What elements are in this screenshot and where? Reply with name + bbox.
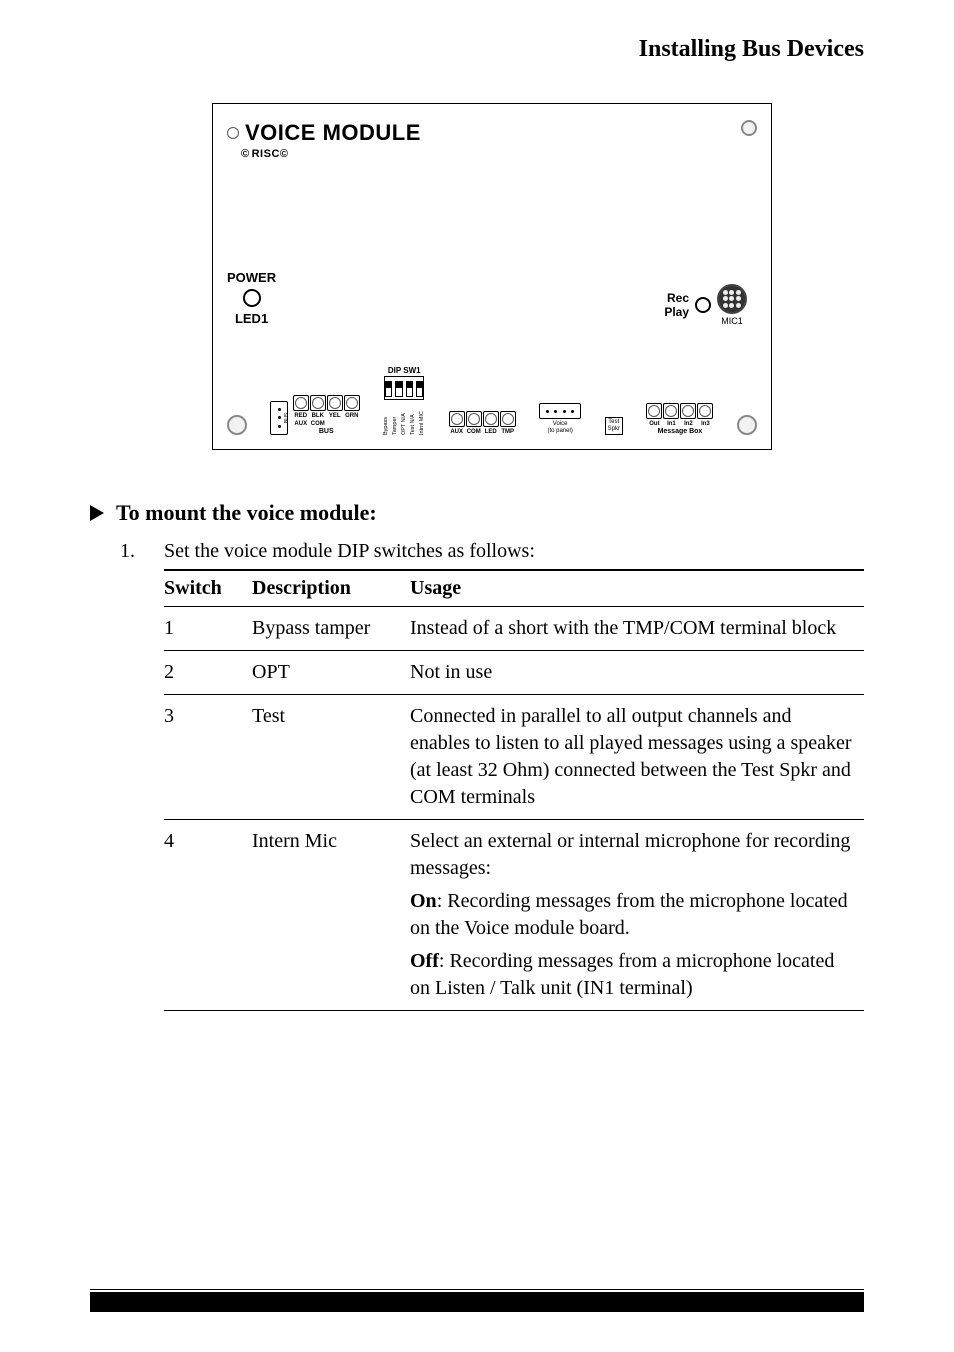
screw-icon bbox=[227, 415, 247, 435]
terminal-icon bbox=[697, 403, 713, 419]
play-label: Play bbox=[664, 305, 689, 319]
table-cell: Bypass tamper bbox=[252, 607, 410, 651]
voice-port-icon bbox=[539, 403, 581, 419]
dip-switch-icon bbox=[384, 376, 424, 400]
usage-line: Select an external or internal microphon… bbox=[410, 828, 856, 882]
table-cell: Connected in parallel to all output chan… bbox=[410, 695, 864, 820]
table-cell: 2 bbox=[164, 651, 252, 695]
table-cell: 1 bbox=[164, 607, 252, 651]
screw-icon bbox=[741, 120, 757, 136]
terminal-icon bbox=[293, 395, 309, 411]
terminal-icon bbox=[310, 395, 326, 411]
module-title: VOICE MODULE bbox=[245, 120, 421, 146]
term-label: GRN bbox=[344, 413, 360, 419]
table-cell: Test bbox=[252, 695, 410, 820]
mic-icon bbox=[717, 284, 747, 314]
term-label: YEL bbox=[327, 413, 343, 419]
mic1-label: MIC1 bbox=[721, 316, 743, 326]
footer-rule bbox=[90, 1289, 864, 1290]
dip-vlabel: Tamper bbox=[392, 401, 398, 435]
terminal-icon bbox=[483, 411, 499, 427]
term-label: AUX bbox=[293, 421, 309, 427]
table-row: 1 Bypass tamper Instead of a short with … bbox=[164, 607, 864, 651]
term-label: AUX bbox=[449, 429, 465, 435]
dip-switch-table: Switch Description Usage 1 Bypass tamper… bbox=[164, 569, 864, 1011]
table-cell: Not in use bbox=[410, 651, 864, 695]
voice-sublabel: (to panel) bbox=[547, 428, 572, 435]
test-spkr-label: Test Spkr bbox=[605, 417, 623, 435]
bullet-triangle-icon bbox=[90, 505, 104, 521]
table-header: Description bbox=[252, 570, 410, 607]
terminal-icon bbox=[663, 403, 679, 419]
term-label: LED bbox=[483, 429, 499, 435]
table-row: 2 OPT Not in use bbox=[164, 651, 864, 695]
table-cell: OPT bbox=[252, 651, 410, 695]
screw-icon bbox=[737, 415, 757, 435]
copyright-icon: © bbox=[241, 148, 250, 160]
terminal-icon bbox=[449, 411, 465, 427]
usage-line: Off: Recording messages from a microphon… bbox=[410, 948, 856, 1002]
term-label: BLK bbox=[310, 413, 326, 419]
terminal-icon bbox=[680, 403, 696, 419]
recplay-led-icon bbox=[695, 297, 711, 313]
table-row: 3 Test Connected in parallel to all outp… bbox=[164, 695, 864, 820]
message-box-label: Message Box bbox=[658, 428, 703, 435]
step-text: Set the voice module DIP switches as fol… bbox=[164, 540, 535, 563]
dip-vlabel: OPT N/A bbox=[401, 401, 407, 435]
terminal-icon bbox=[500, 411, 516, 427]
table-cell: Select an external or internal microphon… bbox=[410, 820, 864, 1011]
dip-vlabel: Bypass bbox=[383, 401, 389, 435]
usage-line: On: Recording messages from the micropho… bbox=[410, 888, 856, 942]
term-label: COM bbox=[310, 421, 326, 427]
footer-bar bbox=[90, 1292, 864, 1312]
power-label: POWER bbox=[227, 270, 276, 285]
voice-module-diagram: VOICE MODULE © RISC© POWER LED1 Rec Play bbox=[212, 103, 772, 450]
table-header: Switch bbox=[164, 570, 252, 607]
page-header: Installing Bus Devices bbox=[120, 36, 864, 63]
table-cell: 4 bbox=[164, 820, 252, 1011]
bus-port-label: BUS bbox=[285, 413, 291, 423]
terminal-icon bbox=[646, 403, 662, 419]
dip-sw-title: DIP SW1 bbox=[388, 366, 421, 375]
step-number: 1. bbox=[120, 540, 146, 563]
table-row: 4 Intern Mic Select an external or inter… bbox=[164, 820, 864, 1011]
rec-label: Rec bbox=[664, 291, 689, 305]
mount-heading: To mount the voice module: bbox=[116, 500, 377, 526]
term-label: COM bbox=[466, 429, 482, 435]
table-header: Usage bbox=[410, 570, 864, 607]
voice-label: Voice bbox=[547, 421, 572, 428]
dip-vlabel: Intrnl MIC bbox=[419, 401, 425, 435]
power-led-icon bbox=[243, 289, 261, 307]
term-label: Out bbox=[646, 421, 662, 427]
terminal-icon bbox=[466, 411, 482, 427]
terminal-icon bbox=[344, 395, 360, 411]
term-label: RED bbox=[293, 413, 309, 419]
terminal-icon bbox=[327, 395, 343, 411]
term-label: In1 bbox=[663, 421, 679, 427]
term-label: In2 bbox=[680, 421, 696, 427]
led1-label: LED1 bbox=[227, 311, 276, 326]
bus-under-label: BUS bbox=[319, 428, 334, 435]
title-dot-icon bbox=[227, 127, 239, 139]
brand-label: RISC© bbox=[252, 148, 289, 160]
table-cell: Instead of a short with the TMP/COM term… bbox=[410, 607, 864, 651]
dip-vlabel: Test N/A bbox=[410, 401, 416, 435]
term-label: In3 bbox=[697, 421, 713, 427]
table-cell: Intern Mic bbox=[252, 820, 410, 1011]
table-cell: 3 bbox=[164, 695, 252, 820]
term-label: TMP bbox=[500, 429, 516, 435]
